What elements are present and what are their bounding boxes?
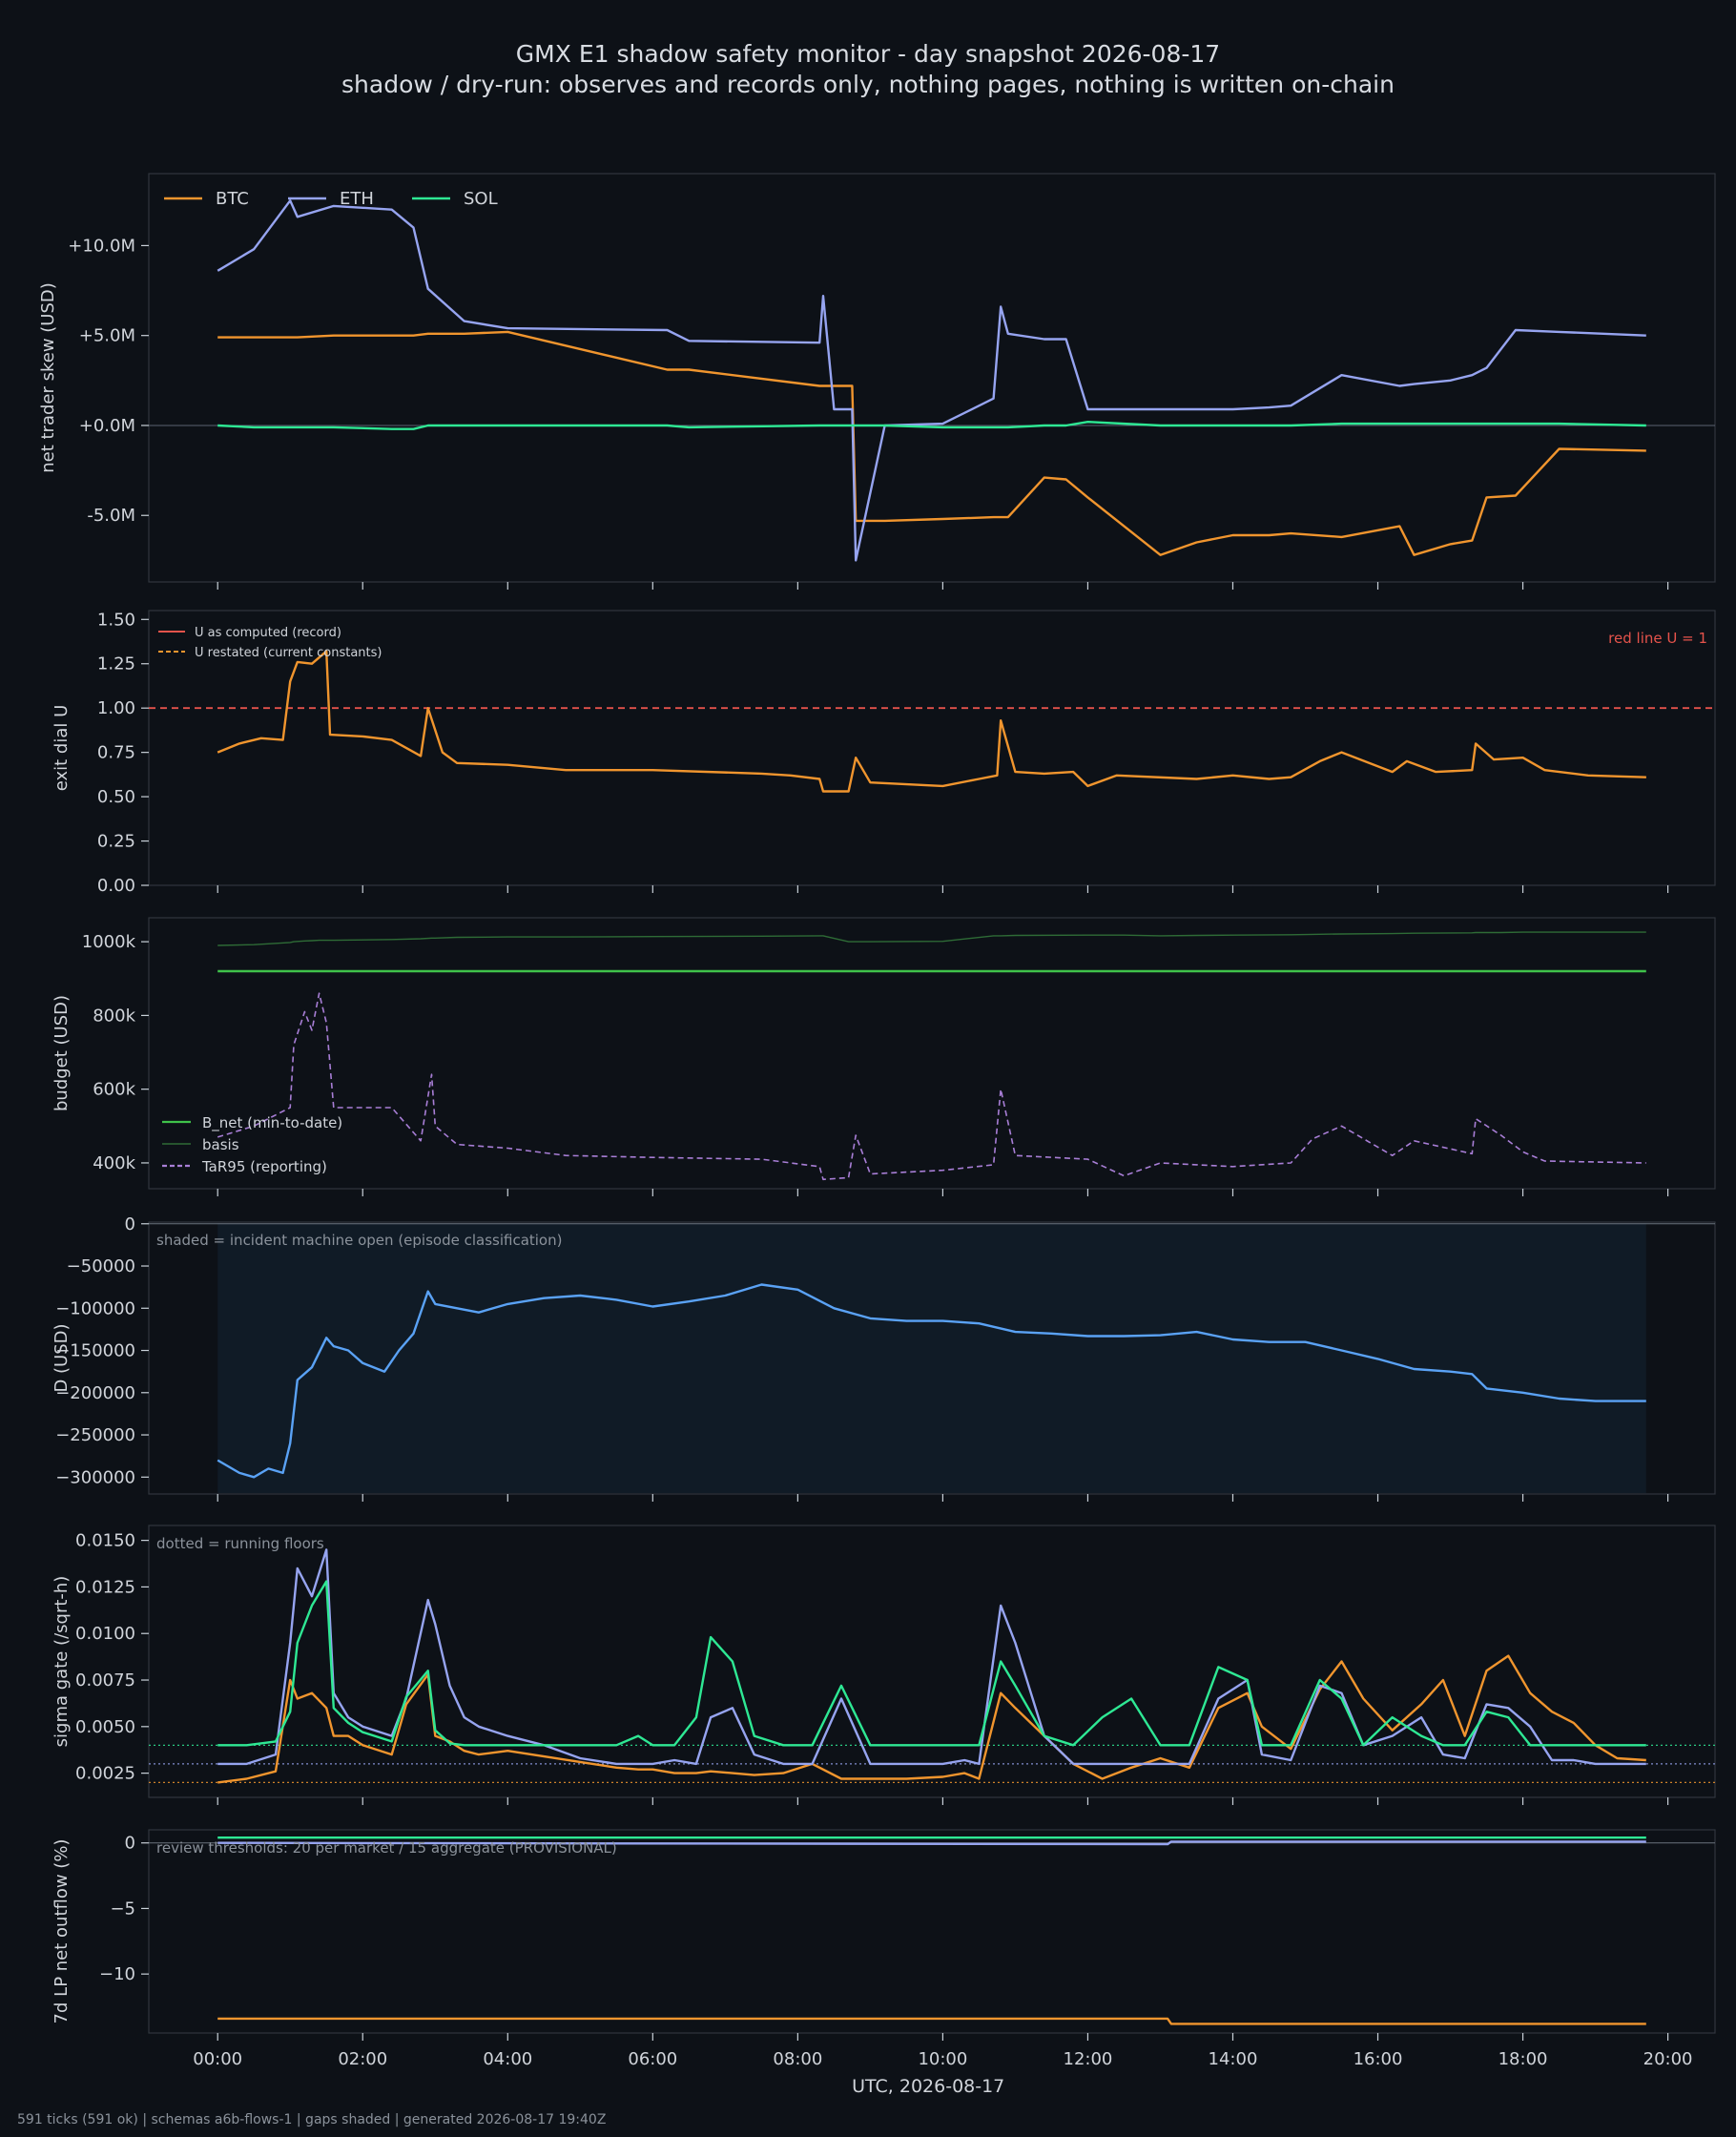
series-tar95-reporting- bbox=[217, 992, 1646, 1181]
y-tick-label: −150000 bbox=[55, 1341, 135, 1361]
y-axis-label: sigma gate (/sqrt-h) bbox=[52, 1576, 72, 1748]
threshold-annotation: red line U = 1 bbox=[1608, 630, 1707, 647]
y-tick-label: −200000 bbox=[55, 1383, 135, 1403]
panel-annotation: review thresholds: 20 per market / 15 ag… bbox=[156, 1839, 617, 1857]
series-sol bbox=[217, 421, 1646, 430]
x-tick-label: 04:00 bbox=[483, 2049, 532, 2069]
series-btc bbox=[217, 1654, 1646, 1784]
legend-label: TaR95 (reporting) bbox=[201, 1158, 327, 1175]
panel-1: +10.0M +5.0M +0.0M -5.0M net trader skew (US… bbox=[38, 173, 1716, 590]
y-tick-label: 0.0150 bbox=[75, 1531, 135, 1551]
y-tick-label: +5.0M bbox=[79, 326, 135, 346]
legend-label: BTC bbox=[216, 189, 249, 209]
x-tick-label: 02:00 bbox=[338, 2049, 387, 2069]
x-tick-label: 20:00 bbox=[1643, 2049, 1693, 2069]
incident-shade bbox=[217, 1223, 1646, 1493]
series-btc bbox=[217, 330, 1646, 556]
y-tick-label: +0.0M bbox=[79, 416, 135, 436]
y-axis-label: D (USD) bbox=[52, 1323, 72, 1392]
chart-title: GMX E1 shadow safety monitor - day snaps… bbox=[515, 40, 1221, 68]
series-d bbox=[217, 1283, 1646, 1479]
y-tick-label: 0.0075 bbox=[75, 1670, 135, 1691]
y-tick-label: 800k bbox=[93, 1006, 135, 1026]
panel-frame bbox=[148, 173, 1716, 583]
panel-annotation: shaded = incident machine open (episode … bbox=[156, 1232, 562, 1249]
x-tick-label: 10:00 bbox=[918, 2049, 967, 2069]
panel-2: 1.50 1.25 1.00 0.75 0.50 0.25 0.00 exit dial U r… bbox=[52, 610, 1716, 896]
x-tick-label: 18:00 bbox=[1498, 2049, 1548, 2069]
y-tick-label: −50000 bbox=[67, 1256, 135, 1276]
y-tick-label: +10.0M bbox=[68, 236, 135, 256]
legend-label: ETH bbox=[340, 189, 374, 209]
panel-5: 0.0150 0.0125 0.0100 0.0075 0.0050 0.0025sigm… bbox=[52, 1525, 1716, 1805]
y-tick-label: 1000k bbox=[82, 932, 136, 952]
y-tick-label: −100000 bbox=[55, 1298, 135, 1318]
x-tick-label: 16:00 bbox=[1354, 2049, 1403, 2069]
panel-6: 0 −5 −10 7d LP net outflow (%) review thresh… bbox=[52, 1829, 1716, 2041]
legend-label: U restated (current constants) bbox=[195, 646, 382, 660]
y-axis-label: exit dial U bbox=[52, 705, 72, 792]
legend-label: basis bbox=[202, 1136, 239, 1153]
y-tick-label: 1.25 bbox=[97, 654, 135, 674]
y-tick-label: 400k bbox=[93, 1153, 135, 1173]
panel-4: 0 −50000 −100000 −150000 −200000 −250000 −3000… bbox=[52, 1214, 1716, 1502]
y-tick-label: −5 bbox=[110, 1898, 135, 1919]
x-tick-label: 12:00 bbox=[1064, 2049, 1113, 2069]
y-tick-label: 0.00 bbox=[97, 876, 135, 896]
y-tick-label: −10 bbox=[99, 1964, 135, 1984]
panel-frame bbox=[148, 1829, 1716, 2034]
y-tick-label: -5.0M bbox=[87, 506, 135, 526]
series-eth bbox=[217, 1840, 1646, 1846]
y-tick-label: 0.0025 bbox=[75, 1764, 135, 1784]
x-tick-label: 14:00 bbox=[1209, 2049, 1258, 2069]
status-footer: 591 ticks (591 ok) | schemas a6b-flows-1… bbox=[17, 2112, 607, 2127]
y-tick-label: 0.0125 bbox=[75, 1577, 135, 1597]
chart-subtitle: shadow / dry-run: observes and records o… bbox=[341, 71, 1395, 98]
y-tick-label: −250000 bbox=[55, 1425, 135, 1445]
panel-3: 1000k 800k 600k 400k budget (USD) B_net (min-… bbox=[52, 917, 1716, 1196]
legend-label: SOL bbox=[464, 189, 498, 209]
x-axis-label: UTC, 2026-08-17 bbox=[852, 2076, 1004, 2097]
x-tick-label: 00:00 bbox=[193, 2049, 242, 2069]
y-tick-label: 1.50 bbox=[97, 610, 135, 630]
y-tick-label: 0.0100 bbox=[75, 1624, 135, 1644]
panel-frame bbox=[148, 917, 1716, 1190]
y-tick-label: 0.0050 bbox=[75, 1717, 135, 1737]
panel-frame bbox=[148, 610, 1716, 886]
panel-annotation: dotted = running floors bbox=[156, 1535, 324, 1552]
y-tick-label: 600k bbox=[93, 1080, 135, 1100]
y-tick-label: 0 bbox=[125, 1834, 135, 1854]
y-axis-label: 7d LP net outflow (%) bbox=[52, 1839, 72, 2024]
y-axis-label: budget (USD) bbox=[52, 995, 72, 1111]
y-tick-label: 0.50 bbox=[97, 787, 135, 807]
series-btc bbox=[217, 2017, 1646, 2025]
y-tick-label: −300000 bbox=[55, 1467, 135, 1487]
panel-frame bbox=[148, 1525, 1716, 1798]
legend-label: B_net (min-to-date) bbox=[202, 1114, 342, 1132]
series-sol bbox=[217, 1580, 1646, 1747]
series-u-restated-current-constants- bbox=[217, 650, 1646, 793]
series-eth bbox=[217, 199, 1646, 562]
series-basis bbox=[217, 931, 1646, 946]
legend-label: U as computed (record) bbox=[195, 626, 341, 640]
y-tick-label: 0.75 bbox=[97, 743, 135, 763]
x-tick-label: 06:00 bbox=[628, 2049, 677, 2069]
y-tick-label: 1.00 bbox=[97, 698, 135, 718]
y-axis-label: net trader skew (USD) bbox=[38, 282, 58, 473]
y-tick-label: 0 bbox=[125, 1214, 135, 1234]
x-tick-label: 08:00 bbox=[773, 2049, 822, 2069]
y-tick-label: 0.25 bbox=[97, 832, 135, 852]
